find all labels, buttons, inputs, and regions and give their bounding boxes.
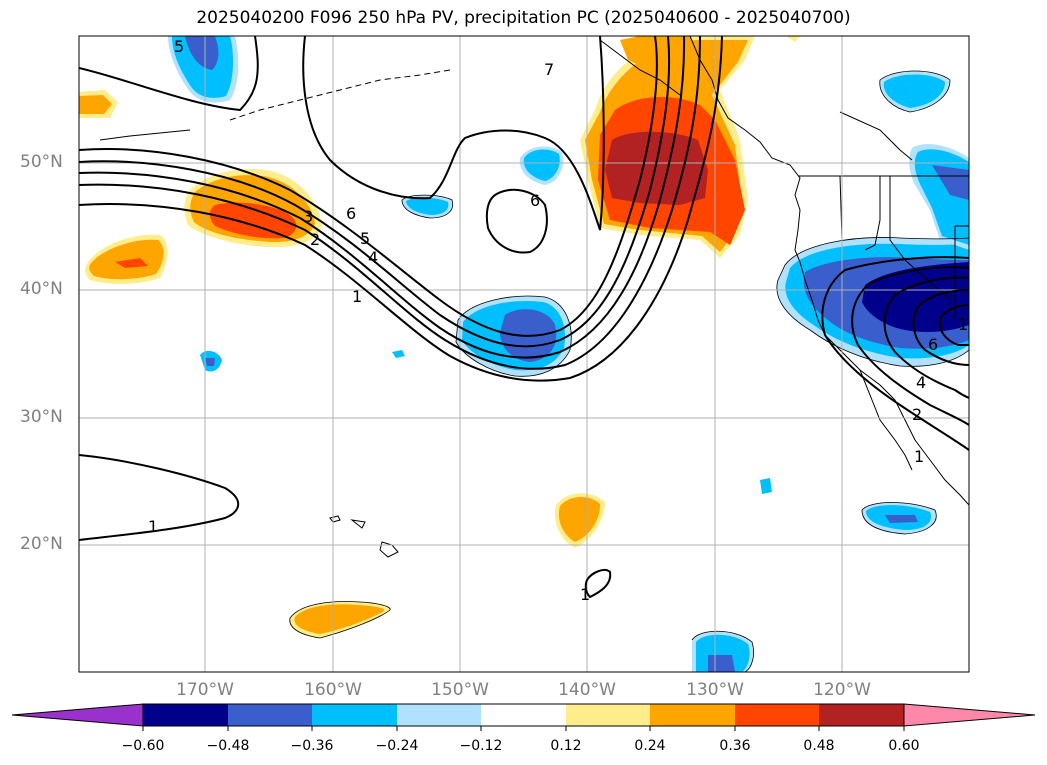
colorbar-swatch bbox=[397, 704, 481, 726]
contour-label: 6 bbox=[928, 335, 938, 354]
colorbar bbox=[11, 703, 1036, 731]
contour-label: 1 bbox=[352, 287, 362, 306]
lat-label: 40°N bbox=[20, 279, 63, 299]
contour-label: 5 bbox=[360, 229, 370, 248]
colorbar-swatch bbox=[312, 704, 397, 726]
contour-label: 2 bbox=[310, 230, 320, 249]
colorbar-frame bbox=[142, 703, 905, 727]
contour-label: 1 bbox=[914, 447, 924, 466]
colorbar-swatch bbox=[143, 704, 228, 726]
colorbar-tick-label: 0.48 bbox=[803, 738, 835, 754]
colorbar-extend-max bbox=[903, 703, 1036, 727]
colorbar-tick-label: −0.36 bbox=[290, 738, 334, 754]
contour-label: 7 bbox=[544, 60, 554, 79]
contour-label: 4 bbox=[368, 248, 378, 267]
lat-label: 20°N bbox=[20, 534, 63, 554]
contour-label: 4 bbox=[916, 373, 926, 392]
lon-label: 120°W bbox=[813, 680, 871, 700]
colorbar-tick-label: 0.24 bbox=[634, 738, 666, 754]
contour-label: 6 bbox=[530, 191, 540, 210]
colorbar-tick-label: 0.60 bbox=[888, 738, 920, 754]
pv-contours bbox=[79, 36, 969, 599]
lon-label: 160°W bbox=[304, 680, 362, 700]
map-title: 2025040200 F096 250 hPa PV, precipitatio… bbox=[196, 8, 851, 28]
colorbar-extend-min bbox=[11, 703, 144, 727]
contour-label: 1 bbox=[958, 315, 968, 334]
lon-label: 170°W bbox=[176, 680, 234, 700]
contour-labels: 5 7 6 6 5 4 3 2 1 1 1 1 2 4 6 1 bbox=[148, 37, 968, 604]
colorbar-swatch bbox=[819, 704, 904, 726]
map-frame bbox=[78, 35, 970, 673]
contour-label: 6 bbox=[346, 204, 356, 223]
lon-label: 130°W bbox=[686, 680, 744, 700]
contour-label: 3 bbox=[303, 207, 313, 226]
precip-positive-shading bbox=[79, 36, 800, 638]
colorbar-swatch bbox=[481, 704, 566, 726]
contour-label: 1 bbox=[148, 517, 158, 536]
lon-label: 140°W bbox=[558, 680, 616, 700]
lat-label: 30°N bbox=[20, 407, 63, 427]
contour-label: 2 bbox=[912, 405, 922, 424]
colorbar-swatch bbox=[735, 704, 819, 726]
colorbar-tick-label: −0.24 bbox=[375, 738, 419, 754]
colorbar-swatch bbox=[566, 704, 650, 726]
colorbar-tick-label: −0.60 bbox=[121, 738, 165, 754]
colorbar-tick-label: −0.12 bbox=[459, 738, 503, 754]
colorbar-tick-label: 0.36 bbox=[719, 738, 751, 754]
contour-label: 5 bbox=[174, 37, 184, 56]
contour-label: 1 bbox=[580, 585, 590, 604]
gridlines bbox=[79, 36, 969, 672]
lon-label: 150°W bbox=[431, 680, 489, 700]
lat-label: 50°N bbox=[20, 152, 63, 172]
colorbar-swatch bbox=[228, 704, 312, 726]
colorbar-tick-label: 0.12 bbox=[550, 738, 582, 754]
colorbar-tick-label: −0.48 bbox=[206, 738, 250, 754]
colorbar-swatch bbox=[650, 704, 735, 726]
precip-negative-shading bbox=[168, 36, 969, 672]
